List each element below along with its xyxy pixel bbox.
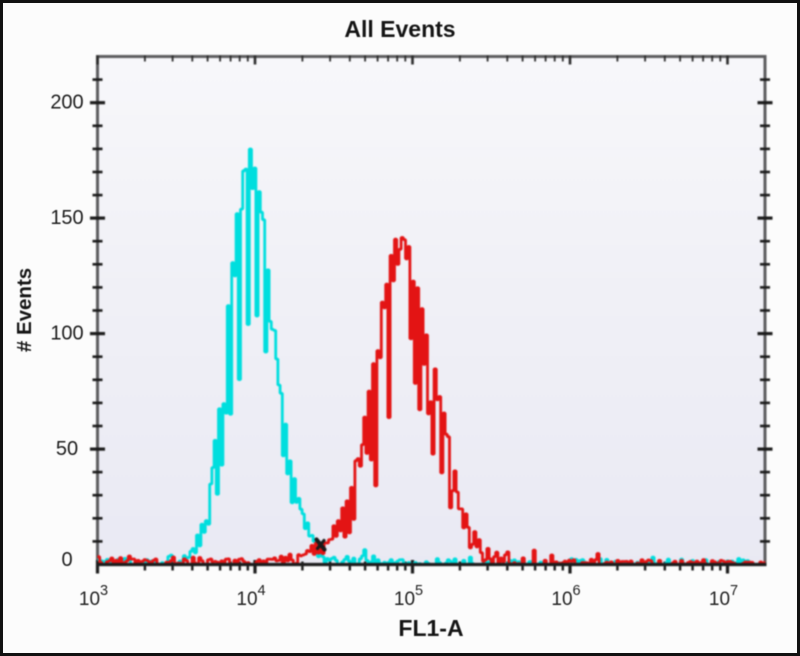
svg-text:103: 103 (79, 583, 108, 610)
svg-text:FL1-A: FL1-A (398, 615, 463, 641)
svg-text:106: 106 (551, 583, 580, 610)
svg-text:# Events: # Events (13, 268, 36, 352)
svg-text:107: 107 (709, 583, 738, 610)
svg-text:105: 105 (394, 583, 423, 610)
svg-text:104: 104 (236, 583, 265, 610)
svg-text:All Events: All Events (344, 16, 455, 42)
svg-text:100: 100 (50, 323, 83, 345)
svg-text:0: 0 (61, 549, 72, 571)
svg-text:150: 150 (50, 207, 83, 229)
svg-text:200: 200 (50, 92, 83, 114)
svg-text:50: 50 (56, 438, 78, 460)
